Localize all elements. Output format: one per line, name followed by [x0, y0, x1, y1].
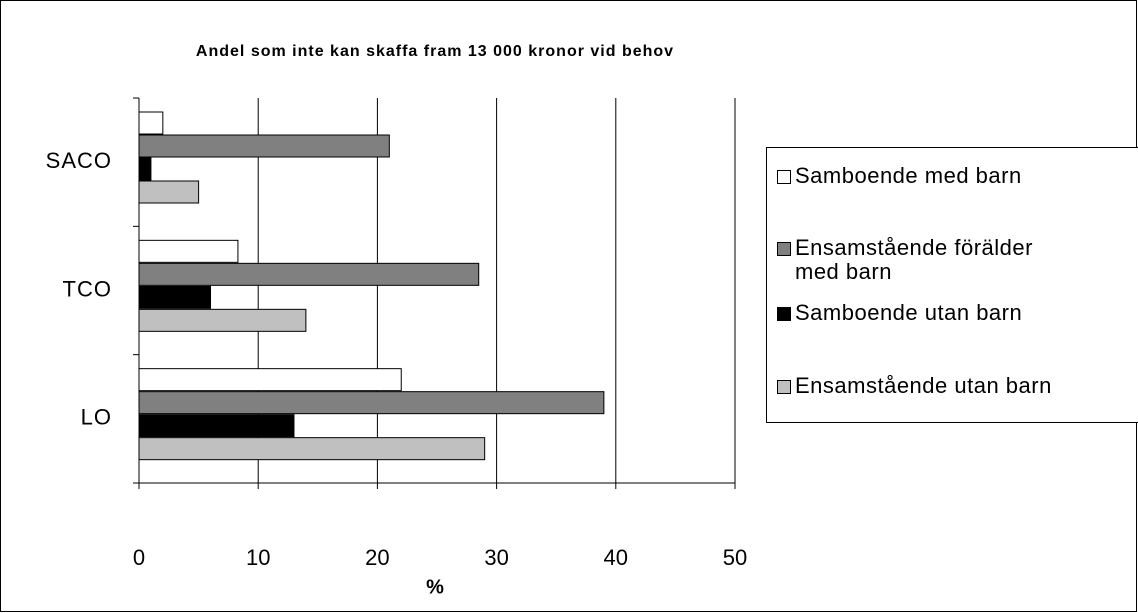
bar: [138, 111, 164, 135]
x-tick-label: 20: [365, 545, 389, 570]
legend-label: Ensamstående utan barn: [795, 373, 1052, 398]
bar: [138, 262, 480, 286]
x-tick-label: 0: [133, 545, 145, 570]
y-tick-label: SACO: [46, 148, 112, 173]
legend: Samboende med barn Ensamstående förälder …: [766, 147, 1138, 423]
y-tick-label: LO: [81, 405, 112, 430]
bar: [138, 437, 486, 461]
x-tick-label: 30: [484, 545, 508, 570]
bar: [138, 414, 295, 438]
bar: [138, 285, 212, 309]
x-tick-label: 10: [246, 545, 270, 570]
chart-title: Andel som inte kan skaffa fram 13 000 kr…: [196, 43, 674, 60]
bar: [138, 134, 390, 158]
legend-label: Samboende utan barn: [795, 300, 1023, 325]
legend-swatch: [777, 380, 791, 394]
legend-label: Samboende med barn: [795, 163, 1022, 188]
legend-item: Ensamstående utan barn: [777, 374, 1117, 398]
legend-swatch: [777, 242, 791, 256]
bar: [138, 180, 200, 204]
legend-swatch: [777, 170, 791, 184]
bar: [138, 308, 307, 332]
x-tick-label: 40: [604, 545, 628, 570]
legend-swatch: [777, 307, 791, 321]
bar: [138, 157, 152, 181]
legend-item: Samboende med barn: [777, 164, 1117, 188]
legend-item: Samboende utan barn: [777, 301, 1117, 325]
y-tick-label: TCO: [63, 276, 112, 301]
bar: [138, 239, 239, 263]
legend-label: Ensamstående förälder med barn: [795, 235, 1033, 284]
bar: [138, 368, 402, 392]
x-tick-label: 50: [723, 545, 747, 570]
bar: [138, 391, 605, 415]
x-axis-label: %: [426, 576, 444, 598]
legend-item: Ensamstående förälder med barn: [777, 236, 1117, 284]
